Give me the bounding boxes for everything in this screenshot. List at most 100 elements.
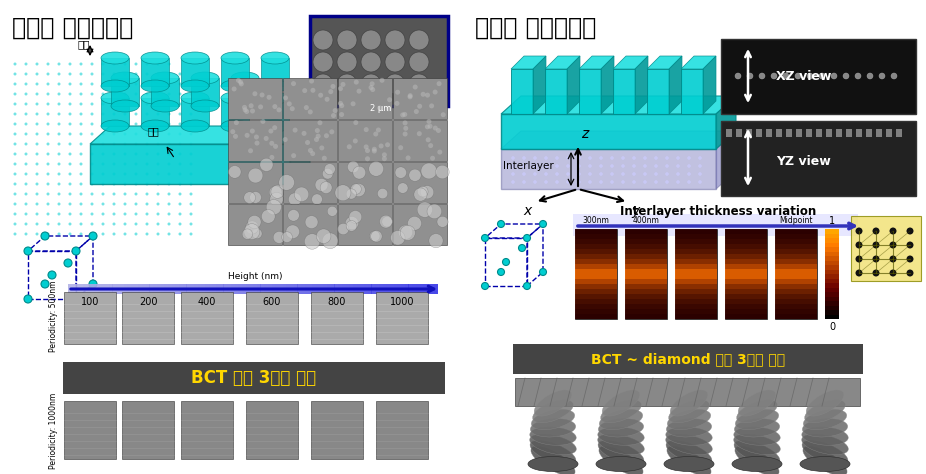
- Circle shape: [80, 102, 82, 106]
- Text: y: y: [631, 204, 639, 218]
- Circle shape: [112, 92, 116, 95]
- Ellipse shape: [181, 92, 209, 104]
- Circle shape: [134, 92, 137, 95]
- Circle shape: [305, 140, 310, 145]
- Circle shape: [112, 222, 116, 226]
- Circle shape: [134, 82, 137, 85]
- Text: 다층형 위상마스크: 다층형 위상마스크: [475, 16, 596, 40]
- Circle shape: [364, 145, 369, 149]
- Circle shape: [57, 173, 60, 175]
- Ellipse shape: [151, 100, 179, 112]
- Circle shape: [361, 52, 381, 72]
- Circle shape: [134, 73, 137, 75]
- Bar: [357, 284, 360, 294]
- Circle shape: [91, 102, 94, 106]
- Circle shape: [91, 122, 94, 126]
- Circle shape: [57, 163, 60, 165]
- Ellipse shape: [802, 427, 848, 445]
- Circle shape: [145, 73, 148, 75]
- Bar: [194, 284, 197, 294]
- Circle shape: [14, 182, 17, 185]
- Circle shape: [156, 92, 159, 95]
- Circle shape: [168, 192, 170, 195]
- Circle shape: [890, 241, 896, 248]
- Circle shape: [145, 153, 148, 155]
- Bar: [625, 238, 667, 244]
- Circle shape: [179, 92, 181, 95]
- Ellipse shape: [732, 456, 782, 472]
- Circle shape: [91, 163, 94, 165]
- Circle shape: [112, 63, 116, 65]
- Circle shape: [14, 122, 17, 126]
- Ellipse shape: [804, 410, 846, 429]
- Circle shape: [102, 233, 105, 236]
- Circle shape: [46, 143, 49, 146]
- Bar: [279, 284, 282, 294]
- Circle shape: [112, 212, 116, 216]
- Circle shape: [69, 63, 71, 65]
- Circle shape: [286, 225, 299, 238]
- Bar: [725, 268, 767, 274]
- Bar: [725, 309, 767, 314]
- Circle shape: [417, 104, 422, 109]
- Ellipse shape: [597, 434, 644, 455]
- Circle shape: [69, 153, 71, 155]
- Circle shape: [482, 283, 489, 290]
- Circle shape: [91, 233, 94, 236]
- Bar: [775, 254, 817, 259]
- Circle shape: [429, 234, 443, 248]
- Bar: [515, 378, 860, 406]
- Bar: [408, 284, 412, 294]
- Bar: [775, 299, 817, 304]
- Ellipse shape: [735, 446, 779, 474]
- Bar: [613, 69, 635, 114]
- Circle shape: [123, 233, 127, 236]
- Circle shape: [320, 182, 332, 193]
- Circle shape: [676, 180, 680, 184]
- Ellipse shape: [221, 92, 249, 104]
- Circle shape: [482, 235, 489, 241]
- Circle shape: [290, 106, 294, 111]
- Bar: [382, 284, 386, 294]
- Circle shape: [46, 163, 49, 165]
- Circle shape: [156, 63, 159, 65]
- Ellipse shape: [101, 80, 129, 92]
- Circle shape: [179, 102, 181, 106]
- Circle shape: [24, 92, 28, 95]
- Ellipse shape: [599, 446, 644, 474]
- Circle shape: [102, 102, 105, 106]
- Circle shape: [288, 193, 301, 206]
- Circle shape: [179, 73, 181, 75]
- Bar: [164, 284, 168, 294]
- Circle shape: [313, 52, 333, 72]
- Circle shape: [112, 112, 116, 116]
- Circle shape: [566, 172, 569, 176]
- Circle shape: [57, 63, 60, 65]
- Bar: [675, 248, 717, 254]
- Circle shape: [238, 80, 243, 84]
- Circle shape: [588, 172, 592, 176]
- Circle shape: [325, 97, 330, 102]
- Circle shape: [395, 167, 407, 178]
- Circle shape: [252, 228, 262, 238]
- Circle shape: [361, 30, 381, 50]
- Circle shape: [69, 102, 71, 106]
- Circle shape: [337, 52, 357, 72]
- Circle shape: [102, 133, 105, 136]
- Circle shape: [533, 156, 537, 160]
- Circle shape: [621, 180, 625, 184]
- Circle shape: [190, 173, 193, 175]
- Ellipse shape: [231, 100, 259, 112]
- Circle shape: [331, 113, 336, 118]
- Circle shape: [168, 92, 170, 95]
- Circle shape: [644, 172, 646, 176]
- Circle shape: [279, 174, 294, 190]
- Bar: [423, 284, 427, 294]
- Circle shape: [441, 112, 445, 117]
- Circle shape: [35, 122, 39, 126]
- Circle shape: [353, 166, 366, 179]
- Bar: [775, 229, 817, 319]
- Circle shape: [24, 173, 28, 175]
- Circle shape: [566, 180, 569, 184]
- Bar: [234, 284, 238, 294]
